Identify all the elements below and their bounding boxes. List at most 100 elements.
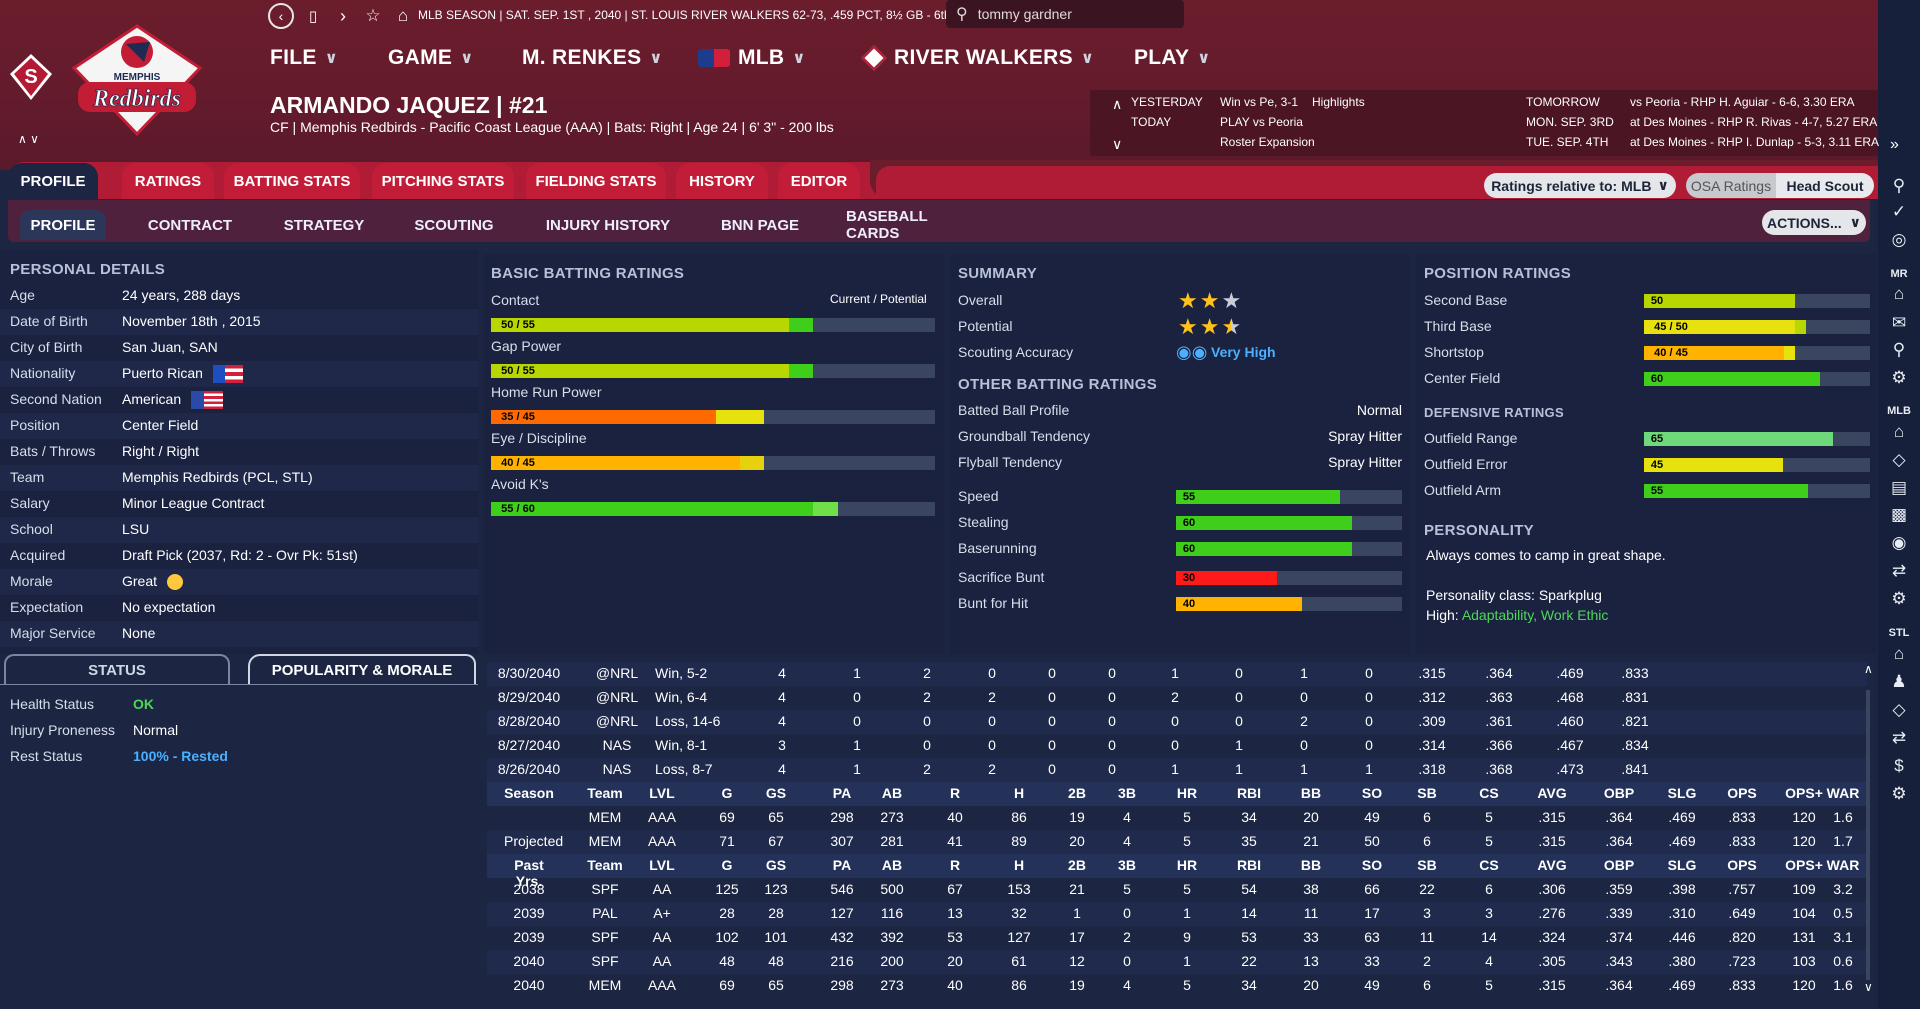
- subtab-baseball-cards[interactable]: BASEBALL CARDS: [846, 208, 928, 242]
- tab-pitching-stats[interactable]: PITCHING STATS: [372, 163, 514, 199]
- detail-value: None: [122, 625, 156, 641]
- stat-cell: AAA: [647, 809, 676, 825]
- schedule-panel: ∧ ∨ YESTERDAY TODAY Win vs Pe, 3-1 Highl…: [1090, 90, 1879, 156]
- stat-cell: .833: [1621, 665, 1649, 681]
- star-icon: ★: [1178, 288, 1198, 313]
- tuesday-game[interactable]: at Des Moines - RHP I. Dunlap - 5-3, 3.1…: [1630, 135, 1879, 149]
- collapse-sidebar-icon[interactable]: »: [1890, 136, 1899, 153]
- stat-cell: 13: [947, 905, 963, 921]
- stat-cell: PA: [832, 857, 852, 873]
- speed-rating-label: Bunt for Hit: [958, 595, 1029, 611]
- menu-file[interactable]: FILE ∨: [270, 46, 338, 70]
- batting-rating-label: Gap Power: [491, 338, 562, 354]
- tab-ratings[interactable]: RATINGS: [122, 163, 214, 199]
- current-potential-label: Current / Potential: [830, 292, 927, 306]
- menu-game[interactable]: GAME ∨: [388, 46, 474, 70]
- expand-chevrons-icon[interactable]: ∧ ∨: [18, 132, 39, 146]
- dollar-icon[interactable]: $: [1894, 756, 1904, 775]
- baseball-icon[interactable]: ◉: [1891, 533, 1907, 552]
- past-year-row: 2038 SPF AA 125 123 546 500 67 153 21 5 5 54 38 66 22 6.…: [487, 878, 1867, 902]
- season-header-row: Season Team LVL G GS PA AB R H 2B 3B HR RBI BB SO SB CS A…: [487, 782, 1867, 806]
- monday-game[interactable]: at Des Moines - RHP R. Rivas - 4-7, 5.27…: [1630, 115, 1878, 129]
- transfer-icon[interactable]: ⇄: [1891, 728, 1907, 747]
- menu-manager[interactable]: M. RENKES ∨: [522, 46, 663, 70]
- highlights-link[interactable]: Highlights: [1312, 95, 1365, 109]
- star-icon: ★: [1221, 314, 1242, 339]
- stat-cell: 0: [1108, 737, 1116, 753]
- tomorrow-game[interactable]: vs Peoria - RHP H. Aguiar - 6-6, 3.30 ER…: [1630, 95, 1855, 109]
- stripe-row: [0, 413, 478, 439]
- team-logo-word: Redbirds: [92, 86, 181, 112]
- stat-cell: OBP: [1603, 857, 1635, 873]
- page-icon[interactable]: ▯: [308, 8, 318, 25]
- head-scout-toggle[interactable]: Head Scout: [1776, 173, 1874, 198]
- stat-cell: .306: [1538, 881, 1566, 897]
- gear-icon[interactable]: ⚙: [1891, 784, 1907, 803]
- home-icon[interactable]: ⌂: [1893, 644, 1905, 663]
- forward-icon[interactable]: ›: [340, 5, 346, 26]
- scroll-down-icon[interactable]: ∨: [1112, 136, 1123, 152]
- gear-icon[interactable]: ⚙: [1891, 589, 1907, 608]
- status-tab[interactable]: STATUS: [4, 654, 230, 684]
- table-scroll-down-icon[interactable]: ∨: [1864, 980, 1873, 994]
- ratings-relative-dropdown[interactable]: Ratings relative to: MLB ∨: [1484, 173, 1676, 198]
- mail-icon[interactable]: ✉: [1891, 313, 1907, 332]
- search-box[interactable]: ⚲ tommy gardner: [946, 0, 1184, 28]
- today-game[interactable]: PLAY vs Peoria: [1220, 115, 1303, 129]
- stat-cell: 5: [1485, 809, 1493, 825]
- scroll-up-icon[interactable]: ∧: [1112, 96, 1123, 112]
- star-icon[interactable]: ☆: [365, 6, 381, 25]
- defense-label: Outfield Error: [1424, 456, 1508, 472]
- tab-profile[interactable]: PROFILE: [8, 163, 98, 199]
- home-icon[interactable]: ⌂: [1893, 284, 1905, 303]
- tab-fielding-stats[interactable]: FIELDING STATS: [526, 163, 666, 199]
- stat-cell: 8/27/2040: [497, 737, 561, 753]
- menu-mlb[interactable]: MLB ∨: [698, 46, 806, 70]
- tab-editor[interactable]: EDITOR: [778, 163, 860, 199]
- stat-cell: SB: [1417, 857, 1437, 873]
- diamond-icon[interactable]: ◇: [1892, 700, 1906, 719]
- home-icon[interactable]: ⌂: [397, 6, 409, 25]
- stat-cell: 546: [830, 881, 854, 897]
- subtab-profile[interactable]: PROFILE: [20, 210, 106, 240]
- stat-cell: G: [721, 785, 733, 801]
- table-scroll-up-icon[interactable]: ∧: [1864, 662, 1873, 676]
- search-input[interactable]: tommy gardner: [977, 6, 1072, 22]
- yesterday-result[interactable]: Win vs Pe, 3-1: [1220, 95, 1299, 109]
- osa-ratings-toggle[interactable]: OSA Ratings: [1686, 173, 1776, 198]
- chart-icon[interactable]: ▩: [1890, 505, 1908, 524]
- checkmark-icon[interactable]: ✓: [1891, 202, 1907, 221]
- globe-icon[interactable]: ◎: [1891, 230, 1907, 249]
- table-scrollbar[interactable]: [1866, 690, 1870, 980]
- stat-cell: 120: [1792, 977, 1816, 993]
- subtab-scouting[interactable]: SCOUTING: [414, 216, 494, 234]
- popularity-morale-tab[interactable]: POPULARITY & MORALE: [248, 654, 476, 684]
- subtab-injury-history[interactable]: INJURY HISTORY: [545, 216, 671, 234]
- stat-cell: 127: [1007, 929, 1031, 945]
- ootp-logo[interactable]: S: [8, 52, 54, 102]
- search-icon[interactable]: ⚲: [1892, 340, 1906, 359]
- subtab-bnn-page[interactable]: BNN PAGE: [720, 216, 800, 234]
- transfer-icon[interactable]: ⇄: [1891, 561, 1907, 580]
- menu-play[interactable]: PLAY ∨: [1134, 46, 1211, 70]
- stat-cell: 127: [830, 905, 854, 921]
- stat-cell: 50: [1364, 833, 1380, 849]
- speed-bar-value: 55: [1176, 490, 1202, 504]
- back-icon[interactable]: ‹: [268, 3, 294, 29]
- actions-button[interactable]: ACTIONS... ∨: [1762, 210, 1866, 235]
- news-icon[interactable]: ▤: [1890, 478, 1908, 497]
- defense-bar-current-fill: [1670, 458, 1783, 472]
- stat-cell: 12: [1069, 953, 1085, 969]
- subtab-contract[interactable]: CONTRACT: [147, 216, 233, 234]
- stat-cell: Team: [587, 857, 623, 873]
- tab-history[interactable]: HISTORY: [676, 163, 768, 199]
- tab-batting-stats[interactable]: BATTING STATS: [224, 163, 360, 199]
- menu-team[interactable]: RIVER WALKERS ∨: [861, 45, 1094, 71]
- diamond-icon[interactable]: ◇: [1892, 450, 1906, 469]
- roster-icon[interactable]: ♟: [1891, 672, 1907, 691]
- subtab-strategy[interactable]: STRATEGY: [283, 216, 365, 234]
- gear-icon[interactable]: ⚙: [1891, 368, 1907, 387]
- home-icon[interactable]: ⌂: [1893, 422, 1905, 441]
- lightbulb-icon[interactable]: ⚲: [1892, 176, 1906, 195]
- stat-cell: HR: [1176, 857, 1198, 873]
